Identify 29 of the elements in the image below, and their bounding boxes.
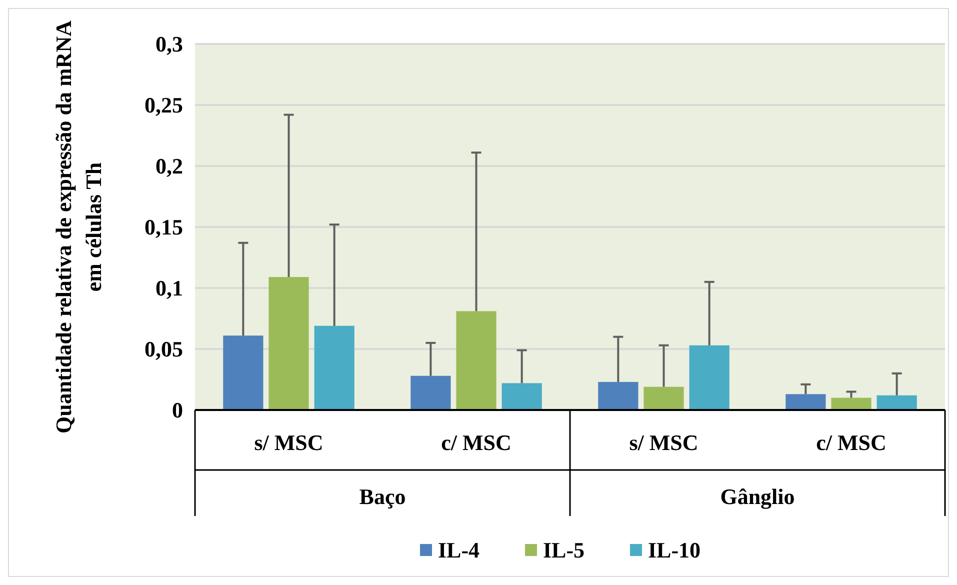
y-tick-label: 0,1 — [156, 276, 183, 301]
x-tick-label: s/ MSC — [254, 430, 324, 455]
bar — [314, 326, 354, 410]
bar — [598, 382, 638, 410]
y-tick-label: 0,15 — [144, 214, 183, 240]
legend-label: IL-5 — [543, 538, 585, 563]
bar — [786, 394, 826, 410]
bar — [268, 277, 309, 410]
bar — [456, 311, 496, 410]
x-tick-label: s/ MSC — [629, 430, 698, 455]
legend-label: IL-4 — [438, 538, 480, 563]
y-tick-label: 0,2 — [156, 154, 183, 179]
x-tick-label: c/ MSC — [441, 430, 512, 455]
bar — [644, 386, 684, 410]
bar — [689, 345, 730, 410]
text: Baço — [359, 484, 406, 509]
bar — [410, 376, 451, 410]
y-tick-label: 0,05 — [144, 336, 183, 362]
bar — [876, 395, 917, 410]
y-tick-label: 0,25 — [144, 92, 183, 118]
bar — [831, 398, 872, 410]
x-tick-label: c/ MSC — [816, 430, 886, 455]
legend-label: IL-10 — [648, 538, 701, 563]
bar — [502, 383, 542, 410]
y-tick-label: 0 — [172, 398, 183, 423]
bar — [223, 336, 264, 410]
y-tick-label: 0,3 — [156, 32, 183, 57]
text: Gânglio — [720, 484, 795, 509]
y-axis-title: Quantidade relativa de expressão da mRNA em células Th — [51, 20, 106, 434]
